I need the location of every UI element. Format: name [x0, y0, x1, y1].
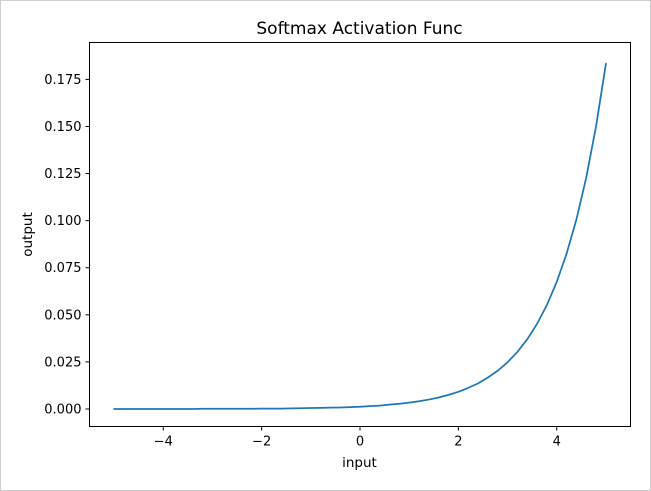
y-tick-label: 0.125	[44, 167, 81, 182]
x-tick-label: 0	[356, 435, 364, 450]
y-axis-label: output	[20, 212, 36, 257]
y-tick-label: 0.075	[44, 261, 81, 276]
plot-area	[89, 42, 631, 427]
x-axis-label: input	[342, 455, 377, 471]
y-tick-label: 0.175	[44, 73, 81, 88]
x-tick-label: 2	[454, 435, 462, 450]
chart-title: Softmax Activation Func	[256, 19, 462, 39]
y-axis-ticks: 0.000 0.025 0.050 0.075 0.100 0.125 0.150 0.175	[44, 73, 90, 417]
y-tick-label: 0.050	[44, 308, 81, 323]
y-tick-label: 0.025	[44, 355, 81, 370]
series-line	[113, 62, 607, 410]
y-tick-label: 0.150	[44, 120, 81, 135]
y-tick-label: 0.000	[44, 402, 81, 417]
x-tick-label: −2	[252, 435, 271, 450]
x-tick-label: 4	[553, 435, 561, 450]
x-axis-ticks: −4 −2 0 2 4	[154, 426, 561, 450]
x-tick-label: −4	[154, 435, 173, 450]
y-tick-label: 0.100	[44, 214, 81, 229]
